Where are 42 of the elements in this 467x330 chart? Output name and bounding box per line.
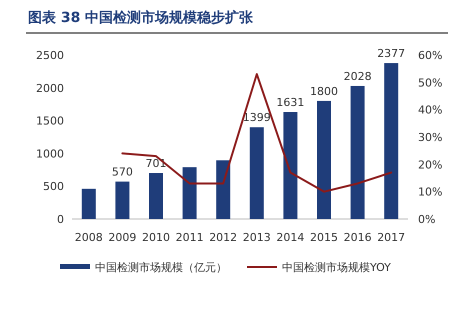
- x-tick-label: 2012: [209, 231, 238, 244]
- x-tick-label: 2013: [242, 231, 271, 244]
- data-label: 1631: [276, 96, 304, 110]
- y-tick-label: 1000: [36, 147, 64, 160]
- bar: [149, 173, 163, 219]
- bar: [82, 188, 96, 219]
- y-tick-label: 500: [43, 180, 64, 194]
- data-label: 2028: [344, 70, 372, 83]
- legend-label: 中国检测市场规模（亿元）: [95, 261, 227, 274]
- data-label: 570: [112, 166, 133, 179]
- y-tick-label: 0: [57, 213, 64, 226]
- y2-tick-label: 10%: [418, 186, 442, 199]
- bar: [317, 100, 331, 219]
- bar: [115, 182, 130, 219]
- bar: [216, 160, 230, 219]
- chart-title: 图表 38 中国检测市场规模稳步扩张: [28, 9, 254, 26]
- bar: [350, 86, 365, 219]
- y2-tick-label: 60%: [418, 49, 442, 62]
- bar: [283, 112, 298, 219]
- y2-tick-label: 50%: [418, 76, 442, 90]
- bar: [250, 127, 264, 219]
- y-tick-label: 1500: [36, 114, 64, 128]
- y-tick-label: 2000: [36, 82, 64, 95]
- legend-label: 中国检测市场规模YOY: [282, 261, 392, 274]
- x-tick-label: 2016: [344, 231, 372, 244]
- y2-tick-label: 40%: [418, 104, 442, 117]
- y2-tick-label: 20%: [418, 158, 442, 172]
- bar: [384, 63, 398, 219]
- x-tick-label: 2015: [310, 231, 338, 244]
- data-label: 1399: [242, 111, 271, 124]
- x-tick-label: 2011: [176, 231, 204, 244]
- x-tick-label: 2010: [142, 231, 170, 244]
- bar: [182, 167, 197, 219]
- data-label: 1800: [310, 84, 338, 98]
- data-label: 2377: [377, 47, 406, 60]
- x-tick-label: 2008: [74, 231, 103, 244]
- x-tick-label: 2017: [377, 231, 406, 244]
- y-tick-label: 2500: [36, 49, 64, 62]
- y2-tick-label: 30%: [418, 131, 442, 144]
- y2-tick-label: 0%: [418, 213, 436, 226]
- x-tick-label: 2009: [108, 231, 136, 244]
- x-tick-label: 2014: [276, 231, 304, 244]
